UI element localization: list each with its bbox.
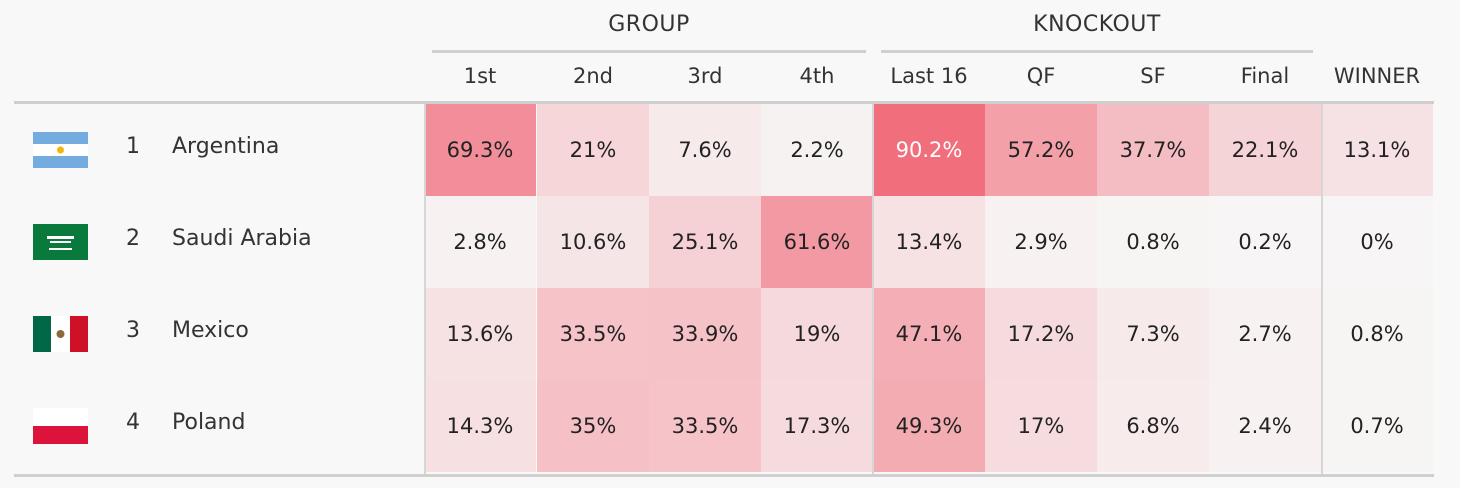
heat-cell: 17%: [985, 380, 1097, 472]
heat-cell: 33.5%: [649, 380, 761, 472]
team-name: Mexico: [172, 318, 249, 343]
heat-cell: 7.3%: [1097, 288, 1209, 380]
mexico-flag-icon: [33, 316, 88, 352]
group-header: GROUP: [608, 12, 690, 37]
heat-cell: 33.9%: [649, 288, 761, 380]
poland-flag-icon: [33, 408, 88, 444]
column-header-4: Last 16: [890, 64, 968, 88]
heat-cell: 13.4%: [873, 196, 985, 288]
argentina-flag-icon: [33, 132, 88, 168]
group-start-divider: [424, 104, 426, 474]
heat-cell: 90.2%: [873, 104, 985, 196]
heat-cell: 13.1%: [1321, 104, 1433, 196]
heat-cell: 61.6%: [761, 196, 873, 288]
heat-cell: 6.8%: [1097, 380, 1209, 472]
heat-cell: 25.1%: [649, 196, 761, 288]
heat-cell: 10.6%: [537, 196, 649, 288]
heat-cell: 13.6%: [424, 288, 536, 380]
heat-cell: 2.8%: [424, 196, 536, 288]
heat-cell: 0.2%: [1209, 196, 1321, 288]
team-rank: 2: [126, 226, 140, 251]
bottom-divider: [14, 474, 1434, 477]
heat-cell: 22.1%: [1209, 104, 1321, 196]
heat-cell: 19%: [761, 288, 873, 380]
knockout-start-divider: [872, 104, 874, 474]
team-name: Argentina: [172, 134, 280, 159]
heat-cell: 49.3%: [873, 380, 985, 472]
column-header-1: 2nd: [572, 64, 613, 88]
heat-cell: 0.8%: [1321, 288, 1433, 380]
heat-cell: 69.3%: [424, 104, 536, 196]
heat-cell: 0.8%: [1097, 196, 1209, 288]
column-header-3: 4th: [799, 64, 835, 88]
heat-cell: 0.7%: [1321, 380, 1433, 472]
heat-cell: 17.3%: [761, 380, 873, 472]
heat-cell: 2.2%: [761, 104, 873, 196]
header-divider: [14, 101, 1434, 104]
heat-cell: 57.2%: [985, 104, 1097, 196]
column-header-6: SF: [1140, 64, 1166, 88]
team-rank: 1: [126, 134, 140, 159]
column-header-2: 3rd: [687, 64, 723, 88]
heat-cell: 21%: [537, 104, 649, 196]
heat-cell: 2.7%: [1209, 288, 1321, 380]
heat-cell: 2.9%: [985, 196, 1097, 288]
heat-cell: 2.4%: [1209, 380, 1321, 472]
heat-cell: 14.3%: [424, 380, 536, 472]
team-name: Saudi Arabia: [172, 226, 312, 251]
column-header-5: QF: [1026, 64, 1056, 88]
saudi-arabia-flag-icon: [33, 224, 88, 260]
team-name: Poland: [172, 410, 246, 435]
team-rank: 3: [126, 318, 140, 343]
heat-cell: 17.2%: [985, 288, 1097, 380]
knockout-header: KNOCKOUT: [1033, 12, 1161, 37]
winner-divider: [1321, 104, 1323, 474]
heat-cell: 47.1%: [873, 288, 985, 380]
heat-cell: 0%: [1321, 196, 1433, 288]
group-underline: [432, 50, 866, 53]
team-rank: 4: [126, 410, 140, 435]
heat-cell: 35%: [537, 380, 649, 472]
column-header-7: Final: [1240, 64, 1290, 88]
knockout-underline: [881, 50, 1313, 53]
heat-cell: 7.6%: [649, 104, 761, 196]
column-header-0: 1st: [463, 64, 497, 88]
heat-cell: 33.5%: [537, 288, 649, 380]
column-header-8: WINNER: [1333, 64, 1421, 88]
heat-cell: 37.7%: [1097, 104, 1209, 196]
